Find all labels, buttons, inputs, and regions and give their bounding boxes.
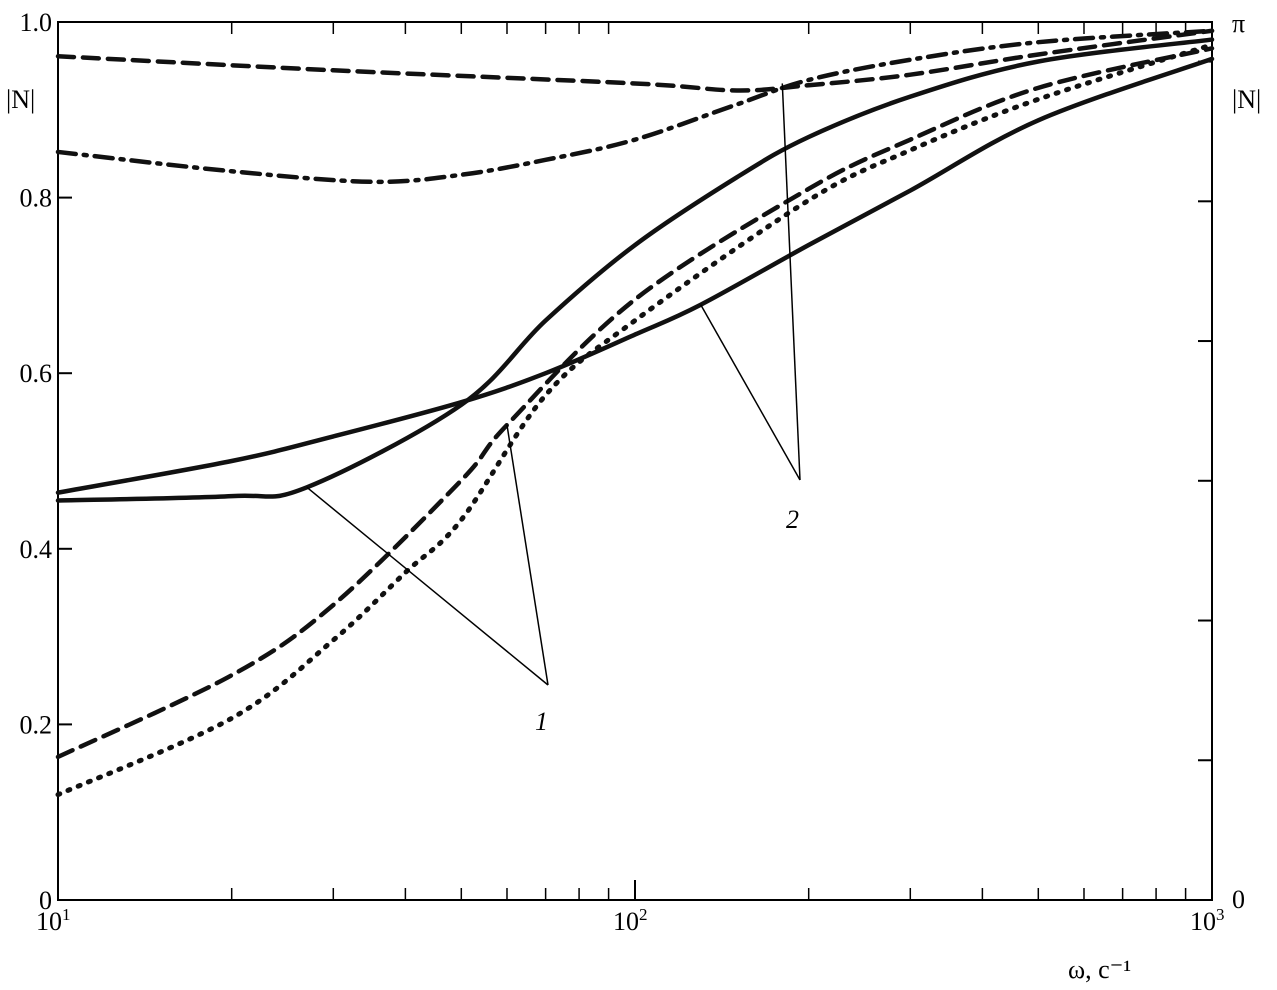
y-right-zero-label: 0 bbox=[1232, 885, 1245, 914]
y-left-label: |N| bbox=[6, 85, 35, 114]
series-line-6-dashdot bbox=[55, 28, 1215, 185]
series-line-4-dotted bbox=[55, 42, 1215, 798]
annotation-label: 2 bbox=[786, 505, 799, 534]
x-axis-label: ω, c⁻¹ bbox=[1068, 955, 1131, 984]
annotation-leader-line bbox=[700, 304, 801, 481]
x-tick-label: 102 bbox=[613, 905, 648, 936]
series-line-3-dashed bbox=[55, 46, 1215, 760]
series-line-5-dashed bbox=[55, 28, 1215, 93]
x-tick-label: 101 bbox=[36, 905, 71, 936]
annotation-leader-line bbox=[781, 83, 801, 481]
y-tick-label: 0.4 bbox=[20, 535, 53, 564]
annotation-label: 1 bbox=[535, 707, 548, 736]
y-tick-label: 0.6 bbox=[20, 359, 53, 388]
series-line-1-solid bbox=[55, 37, 1215, 503]
y-tick-label: 0 bbox=[39, 886, 52, 915]
y-tick-label: 0.2 bbox=[20, 710, 53, 739]
series-line-2-solid bbox=[55, 56, 1215, 495]
annotation-leader-line bbox=[506, 424, 549, 686]
x-tick-label: 103 bbox=[1190, 905, 1225, 936]
y-tick-label: 0.8 bbox=[20, 184, 53, 213]
y-right-label: |N| bbox=[1232, 85, 1261, 114]
y-right-top-label: π bbox=[1232, 9, 1245, 38]
y-tick-label: 1.0 bbox=[20, 8, 53, 37]
annotation-leader-line bbox=[306, 486, 549, 686]
